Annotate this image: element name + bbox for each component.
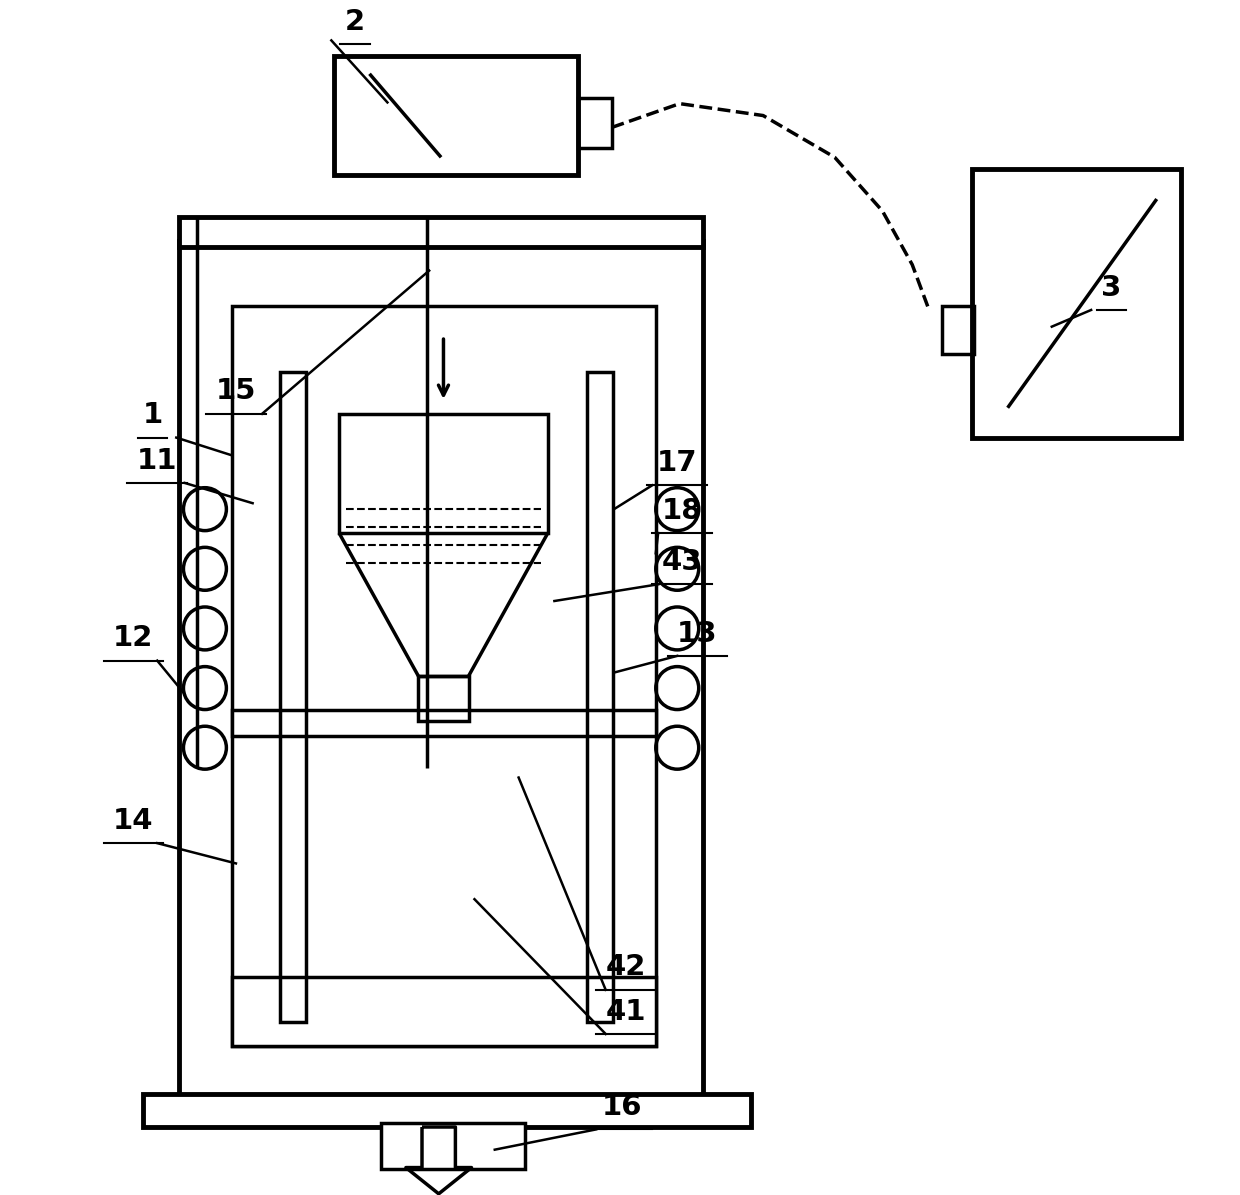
Text: 1: 1 [143, 402, 162, 429]
Bar [179, 240, 703, 1099]
Bar [942, 306, 975, 354]
Bar [334, 56, 578, 176]
Bar [232, 976, 656, 1046]
Text: 13: 13 [677, 619, 718, 648]
Text: 43: 43 [662, 549, 702, 576]
Text: 3: 3 [1101, 274, 1122, 301]
Text: 12: 12 [113, 624, 154, 652]
Bar [339, 413, 548, 533]
Bar [280, 372, 306, 1022]
Text: 14: 14 [113, 807, 154, 835]
Text: 11: 11 [136, 447, 177, 474]
Bar [418, 676, 469, 722]
Text: 16: 16 [603, 1093, 642, 1121]
Text: 18: 18 [662, 497, 702, 525]
Text: 42: 42 [606, 954, 646, 981]
Bar [232, 306, 656, 1046]
Bar [232, 710, 656, 736]
Text: 2: 2 [345, 7, 366, 36]
Text: 17: 17 [657, 449, 698, 477]
Bar [382, 1123, 525, 1169]
Bar [587, 372, 613, 1022]
Bar [143, 1093, 751, 1127]
Bar [179, 217, 703, 246]
Text: 15: 15 [216, 378, 257, 405]
Bar [578, 98, 611, 148]
Text: 41: 41 [605, 998, 646, 1025]
Bar [972, 170, 1180, 437]
